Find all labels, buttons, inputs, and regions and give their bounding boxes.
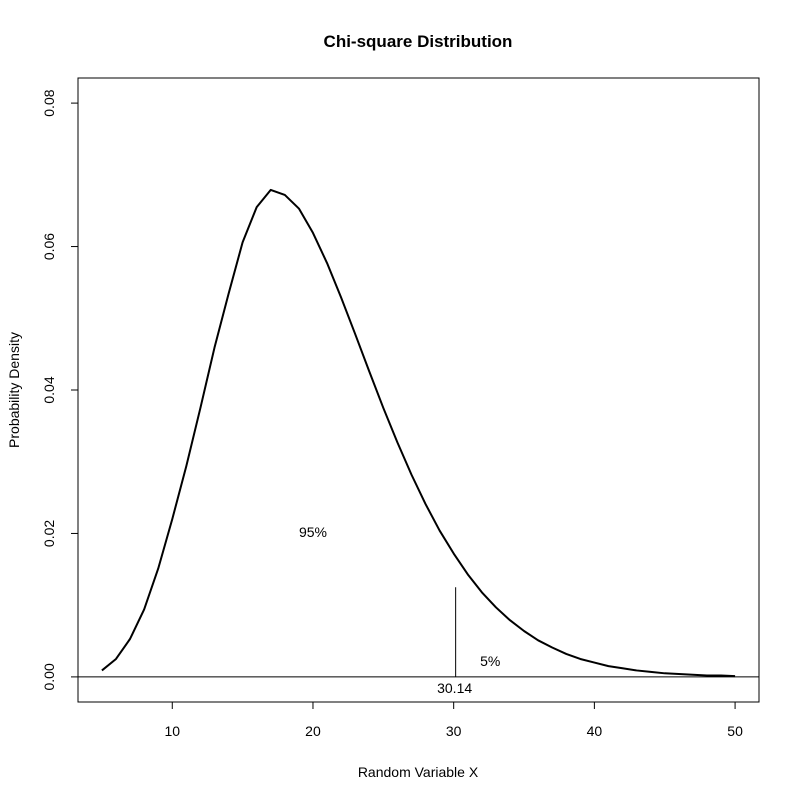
- chart-title: Chi-square Distribution: [324, 32, 513, 51]
- x-tick-label: 40: [587, 723, 603, 739]
- x-axis: 10 20 30 40 50: [164, 701, 743, 739]
- annotation-95-percent: 95%: [299, 524, 327, 540]
- y-axis-label: Probability Density: [6, 332, 22, 448]
- y-tick-label: 0.06: [41, 233, 57, 260]
- y-tick-label: 0.08: [41, 89, 57, 116]
- density-curve: [101, 188, 736, 678]
- x-tick-label: 30: [446, 723, 462, 739]
- x-tick-label: 50: [727, 723, 743, 739]
- annotation-5-percent: 5%: [480, 653, 500, 669]
- y-tick-label: 0.00: [41, 663, 57, 690]
- x-tick-label: 10: [164, 723, 180, 739]
- y-tick-label: 0.02: [41, 520, 57, 547]
- x-axis-label: Random Variable X: [358, 764, 479, 780]
- critical-value-label: 30.14: [437, 680, 472, 696]
- x-tick-label: 20: [305, 723, 321, 739]
- y-tick-label: 0.04: [41, 376, 57, 403]
- y-axis: 0.00 0.02 0.04 0.06 0.08: [41, 89, 79, 691]
